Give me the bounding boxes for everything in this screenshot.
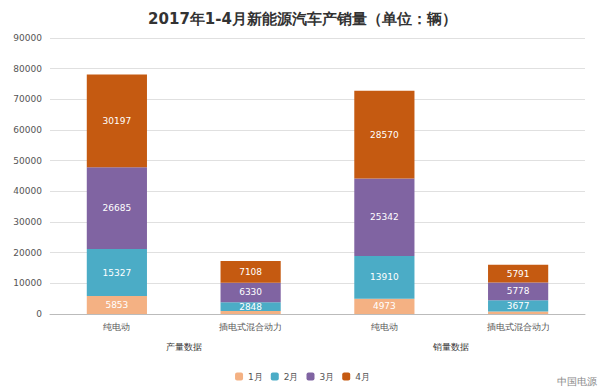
svg-text:2017年1-4月新能源汽车产销量（单位：辆）: 2017年1-4月新能源汽车产销量（单位：辆） bbox=[148, 10, 457, 28]
svg-text:10000: 10000 bbox=[13, 278, 42, 288]
svg-text:7108: 7108 bbox=[239, 267, 262, 277]
svg-text:产量数据: 产量数据 bbox=[166, 342, 202, 352]
svg-text:40000: 40000 bbox=[13, 186, 42, 196]
svg-text:13910: 13910 bbox=[370, 272, 399, 282]
svg-text:15327: 15327 bbox=[103, 268, 132, 278]
svg-text:0: 0 bbox=[36, 309, 42, 319]
svg-text:30197: 30197 bbox=[103, 116, 132, 126]
svg-text:25342: 25342 bbox=[370, 212, 399, 222]
svg-text:纯电动: 纯电动 bbox=[103, 322, 130, 332]
svg-text:30000: 30000 bbox=[13, 217, 42, 227]
svg-text:中国电源: 中国电源 bbox=[557, 376, 597, 387]
svg-text:70000: 70000 bbox=[13, 94, 42, 104]
svg-text:3月: 3月 bbox=[320, 372, 335, 382]
svg-text:插电式混合动力: 插电式混合动力 bbox=[487, 322, 550, 332]
svg-text:90000: 90000 bbox=[13, 33, 42, 43]
svg-text:2848: 2848 bbox=[239, 302, 262, 312]
svg-text:插电式混合动力: 插电式混合动力 bbox=[219, 322, 282, 332]
svg-text:1月: 1月 bbox=[248, 372, 263, 382]
svg-text:4月: 4月 bbox=[355, 372, 370, 382]
svg-text:5778: 5778 bbox=[507, 286, 530, 296]
svg-text:3677: 3677 bbox=[507, 301, 530, 311]
svg-text:26685: 26685 bbox=[103, 203, 132, 213]
svg-text:2月: 2月 bbox=[284, 372, 299, 382]
svg-text:5791: 5791 bbox=[507, 269, 530, 279]
svg-text:20000: 20000 bbox=[13, 248, 42, 258]
svg-text:6330: 6330 bbox=[239, 287, 262, 297]
svg-text:纯电动: 纯电动 bbox=[371, 322, 398, 332]
svg-text:28570: 28570 bbox=[370, 130, 399, 140]
svg-text:80000: 80000 bbox=[13, 64, 42, 74]
svg-text:4973: 4973 bbox=[373, 301, 396, 311]
svg-text:销量数据: 销量数据 bbox=[432, 342, 469, 352]
svg-text:60000: 60000 bbox=[13, 125, 42, 135]
svg-text:5853: 5853 bbox=[105, 300, 128, 310]
svg-text:50000: 50000 bbox=[13, 156, 42, 166]
